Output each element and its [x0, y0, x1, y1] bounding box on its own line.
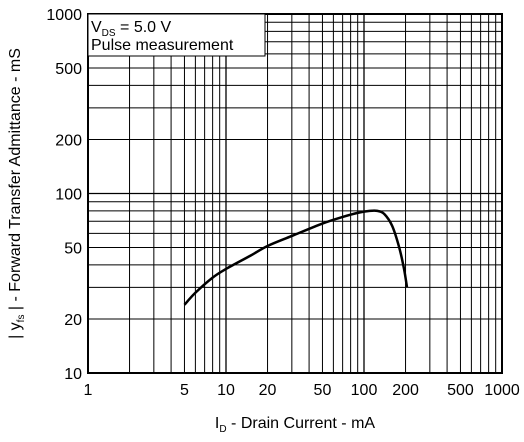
x-tick-label: 20 [259, 382, 277, 399]
x-tick-label: 50 [314, 382, 332, 399]
grid-lines [88, 14, 502, 373]
y-tick-label: 100 [55, 187, 82, 204]
y-tick-label: 10 [64, 366, 82, 383]
series-line [183, 209, 409, 306]
plot-frame [87, 13, 503, 374]
x-tick-label: 1 [84, 382, 93, 399]
y-axis-title: | yfs | - Forward Transfer Admittance - … [7, 48, 27, 339]
tick-labels: 1 5 10 20 50 100 200 500 1000 10 20 50 100 200 500 1000 [46, 7, 519, 399]
annotation-box [87, 13, 266, 57]
y-tick-label: 500 [55, 61, 82, 78]
y-tick-label: 200 [55, 132, 82, 149]
x-axis-title: ID - Drain Current - mA [215, 415, 375, 435]
y-tick-label: 20 [64, 312, 82, 329]
x-tick-label: 10 [217, 382, 235, 399]
x-tick-label: 500 [447, 382, 474, 399]
annotation-pulse: Pulse measurement [91, 37, 234, 54]
x-tick-label: 5 [180, 382, 189, 399]
y-tick-label: 1000 [46, 7, 82, 24]
x-tick-label: 100 [351, 382, 378, 399]
x-tick-label: 200 [392, 382, 419, 399]
y-tick-label: 50 [64, 241, 82, 258]
annotation-vds: VDS = 5.0 V [91, 19, 172, 39]
x-tick-label: 1000 [484, 382, 520, 399]
